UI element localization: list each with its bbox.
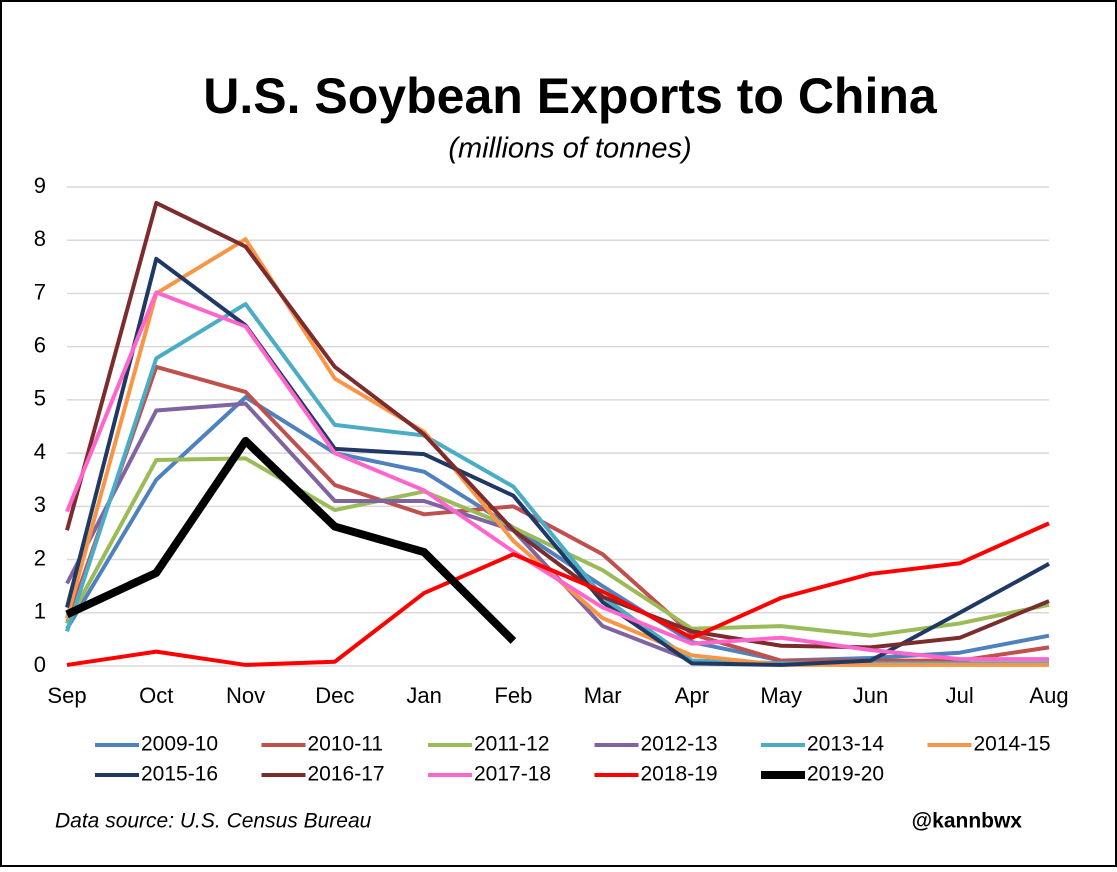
legend-label: 2012-13 [641, 733, 718, 756]
y-tick-label: 7 [34, 279, 46, 304]
x-tick-label: Mar [584, 683, 622, 708]
legend-label: 2017-18 [474, 763, 551, 786]
x-tick-label: Oct [139, 683, 173, 708]
legend-label: 2009-10 [141, 733, 218, 756]
credit: @kannbwx [912, 810, 1023, 833]
x-tick-label: Nov [226, 683, 265, 708]
legend-label: 2013-14 [807, 733, 884, 756]
x-tick-label: Sep [47, 683, 86, 708]
x-tick-label: Aug [1029, 683, 1068, 708]
y-tick-label: 6 [34, 332, 46, 357]
x-tick-label: May [760, 683, 802, 708]
y-tick-label: 2 [34, 545, 46, 570]
legend-label: 2018-19 [641, 763, 718, 786]
y-tick-label: 0 [34, 652, 46, 677]
chart-subtitle: (millions of tonnes) [448, 133, 691, 165]
chart-title: U.S. Soybean Exports to China [203, 68, 938, 124]
series-line [65, 436, 517, 644]
x-tick-label: Jan [406, 683, 441, 708]
y-tick-label: 8 [34, 226, 46, 251]
x-tick-label: Jun [853, 683, 888, 708]
series-line [66, 521, 1050, 667]
y-tick-label: 3 [34, 492, 46, 517]
legend-label: 2014-15 [974, 733, 1051, 756]
y-tick-label: 1 [34, 599, 46, 624]
legend-label: 2010-11 [308, 733, 384, 756]
x-tick-label: Jul [946, 683, 974, 708]
series-line [65, 200, 1050, 650]
series-line [65, 290, 1049, 662]
x-tick-label: Apr [675, 683, 709, 708]
series-line [65, 395, 1050, 663]
legend-label: 2011-12 [474, 733, 550, 756]
y-tick-label: 5 [34, 386, 46, 411]
legend-label: 2019-20 [807, 763, 884, 786]
series-line [65, 364, 1050, 663]
source-note: Data source: U.S. Census Bureau [55, 810, 372, 833]
x-tick-label: Feb [494, 683, 532, 708]
legend-label: 2015-16 [141, 763, 218, 786]
plot-area [67, 187, 1049, 666]
y-tick-label: 9 [34, 173, 46, 198]
x-tick-label: Dec [315, 683, 354, 708]
legend-label: 2016-17 [308, 763, 385, 786]
y-tick-label: 4 [34, 439, 46, 464]
